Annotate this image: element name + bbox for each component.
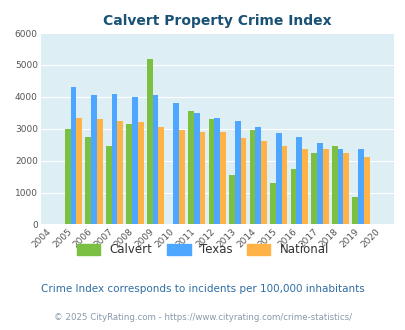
Bar	[234, 121, 240, 224]
Bar	[76, 117, 82, 224]
Bar	[331, 146, 337, 224]
Text: © 2025 CityRating.com - https://www.cityrating.com/crime-statistics/: © 2025 CityRating.com - https://www.city…	[54, 313, 351, 322]
Bar	[260, 142, 266, 224]
Bar	[91, 95, 97, 224]
Bar	[208, 119, 214, 224]
Bar	[147, 58, 152, 224]
Bar	[117, 121, 123, 224]
Bar	[316, 143, 322, 224]
Bar	[214, 117, 220, 224]
Bar	[343, 153, 348, 224]
Bar	[275, 134, 281, 224]
Bar	[132, 97, 138, 224]
Bar	[301, 149, 307, 224]
Bar	[290, 169, 296, 224]
Bar	[97, 119, 102, 224]
Bar	[281, 146, 287, 224]
Bar	[228, 175, 234, 224]
Bar	[188, 111, 193, 224]
Bar	[106, 146, 111, 224]
Bar	[249, 130, 255, 224]
Bar	[337, 149, 343, 224]
Bar	[240, 138, 246, 224]
Bar	[352, 197, 357, 224]
Bar	[70, 87, 76, 224]
Bar	[85, 137, 91, 224]
Bar	[199, 132, 205, 224]
Bar	[255, 127, 260, 224]
Title: Calvert Property Crime Index: Calvert Property Crime Index	[102, 14, 331, 28]
Bar	[126, 124, 132, 224]
Bar	[193, 113, 199, 224]
Bar	[65, 129, 70, 224]
Bar	[220, 132, 225, 224]
Bar	[158, 127, 164, 224]
Bar	[363, 157, 369, 224]
Bar	[152, 95, 158, 224]
Bar	[296, 137, 301, 224]
Bar	[138, 122, 143, 224]
Bar	[111, 94, 117, 224]
Bar	[311, 153, 316, 224]
Bar	[179, 130, 184, 224]
Bar	[322, 149, 328, 224]
Bar	[357, 149, 363, 224]
Legend: Calvert, Texas, National: Calvert, Texas, National	[77, 244, 328, 256]
Text: Crime Index corresponds to incidents per 100,000 inhabitants: Crime Index corresponds to incidents per…	[41, 284, 364, 294]
Bar	[270, 183, 275, 224]
Bar	[173, 103, 179, 224]
